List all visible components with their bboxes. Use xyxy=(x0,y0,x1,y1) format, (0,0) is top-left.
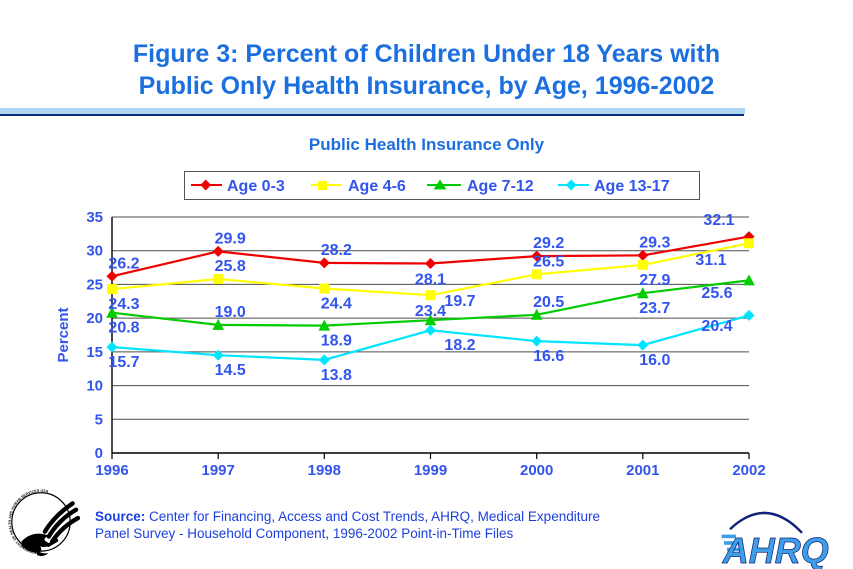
svg-text:25: 25 xyxy=(86,276,103,293)
svg-text:16.6: 16.6 xyxy=(533,348,564,365)
svg-text:23.4: 23.4 xyxy=(415,303,446,320)
svg-text:19.0: 19.0 xyxy=(215,304,246,321)
svg-text:32.1: 32.1 xyxy=(703,212,734,229)
svg-text:27.9: 27.9 xyxy=(639,272,670,289)
svg-text:20.8: 20.8 xyxy=(108,320,139,337)
svg-text:0: 0 xyxy=(95,445,103,462)
svg-text:18.9: 18.9 xyxy=(321,333,352,350)
svg-text:2002: 2002 xyxy=(732,462,765,479)
svg-text:1996: 1996 xyxy=(95,462,128,479)
svg-text:25.6: 25.6 xyxy=(701,285,732,302)
svg-text:20.5: 20.5 xyxy=(533,294,564,311)
svg-text:AHRQ: AHRQ xyxy=(722,530,829,569)
svg-text:29.2: 29.2 xyxy=(533,235,564,252)
svg-text:5: 5 xyxy=(95,411,103,428)
svg-text:26.5: 26.5 xyxy=(533,253,564,270)
svg-text:24.3: 24.3 xyxy=(108,296,139,313)
svg-text:1999: 1999 xyxy=(414,462,447,479)
svg-text:16.0: 16.0 xyxy=(639,352,670,369)
svg-text:1997: 1997 xyxy=(202,462,235,479)
svg-text:1998: 1998 xyxy=(308,462,341,479)
svg-text:18.2: 18.2 xyxy=(444,337,475,354)
svg-text:23.7: 23.7 xyxy=(639,300,670,317)
svg-text:13.8: 13.8 xyxy=(321,367,352,384)
svg-text:29.9: 29.9 xyxy=(215,230,246,247)
svg-text:24.4: 24.4 xyxy=(321,296,352,313)
svg-text:31.1: 31.1 xyxy=(695,252,726,269)
svg-text:26.2: 26.2 xyxy=(108,255,139,272)
svg-text:28.2: 28.2 xyxy=(321,242,352,259)
svg-text:15.7: 15.7 xyxy=(108,354,139,371)
svg-text:15: 15 xyxy=(86,344,103,361)
svg-text:20.4: 20.4 xyxy=(701,318,732,335)
svg-text:10: 10 xyxy=(86,378,103,395)
svg-text:Percent: Percent xyxy=(55,307,72,362)
svg-text:20: 20 xyxy=(86,310,103,327)
svg-text:25.8: 25.8 xyxy=(215,258,246,275)
svg-text:2001: 2001 xyxy=(626,462,659,479)
svg-text:19.7: 19.7 xyxy=(444,293,475,310)
svg-text:14.5: 14.5 xyxy=(215,362,246,379)
svg-text:2000: 2000 xyxy=(520,462,553,479)
svg-text:35: 35 xyxy=(86,209,103,226)
svg-text:29.3: 29.3 xyxy=(639,234,670,251)
svg-text:28.1: 28.1 xyxy=(415,272,446,289)
svg-text:30: 30 xyxy=(86,243,103,260)
